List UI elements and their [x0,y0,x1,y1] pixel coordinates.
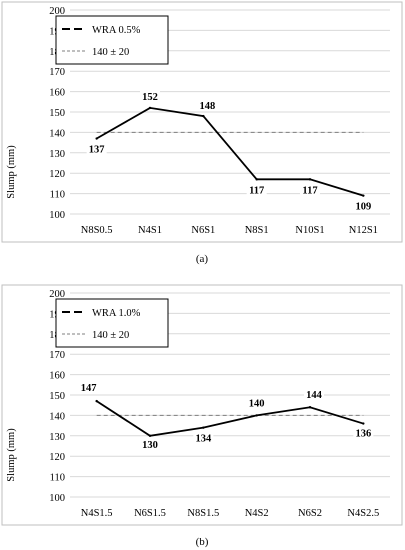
x-tick-label: N8S1.5 [187,508,219,519]
data-point [255,178,258,181]
y-tick-label: 170 [49,350,65,361]
legend-label-target: 140 ± 20 [92,330,129,341]
y-tick-label: 140 [49,411,65,422]
data-label-bg [353,200,374,212]
y-tick-label: 160 [49,88,65,99]
legend-box [55,298,169,348]
y-tick-label: 200 [49,6,65,17]
data-label: 147 [81,383,97,394]
data-label: 137 [89,145,105,156]
data-label: 130 [142,440,158,451]
data-label-bg [246,184,267,196]
data-label: 144 [306,390,323,401]
data-label-bg [353,427,374,439]
data-point [148,106,152,110]
y-axis-label: Slump (mm) [6,145,17,199]
y-tick-label: 150 [49,108,65,119]
x-tick-label: N8S0.5 [81,225,113,236]
data-point [95,399,98,403]
y-tick-label: 130 [49,149,65,160]
data-label: 152 [142,92,158,103]
data-point [95,137,98,140]
data-point [362,194,365,197]
series-line [96,400,364,437]
data-label-bg [193,432,214,444]
data-label-bg [140,90,160,102]
y-tick-label: 170 [49,67,65,78]
y-tick-label: 100 [49,493,65,504]
data-label-bg [86,143,107,155]
data-label: 117 [249,185,264,196]
x-tick-label: N6S1.5 [134,508,166,519]
data-label: 109 [355,202,371,213]
x-tick-label: N6S2 [298,508,322,519]
data-point [202,426,205,429]
data-label-bg [78,382,99,394]
x-tick-label: N4S2.5 [347,508,379,519]
y-axis-label: Slump (mm) [6,428,17,482]
y-tick-label: 110 [50,473,65,484]
chart-a: 100110120130140150160170180190200Slump (… [1,1,403,265]
data-label-bg [246,397,267,409]
chart-b: 100110120130140150160170180190200Slump (… [1,284,403,548]
y-tick-label: 200 [49,289,65,300]
data-label-bg [304,389,324,401]
y-tick-label: 160 [49,371,65,382]
data-point [202,114,205,118]
x-tick-label: N12S1 [349,225,378,236]
data-point [255,414,258,417]
x-tick-label: N8S1 [245,225,269,236]
x-tick-label: N4S2 [245,508,269,519]
data-point [308,406,312,409]
y-tick-label: 130 [49,432,65,443]
y-tick-label: 120 [49,169,65,180]
x-tick-label: N6S1 [191,225,215,236]
data-point [148,434,152,437]
x-tick-label: N4S1 [138,225,162,236]
legend-label-series: WRA 1.0% [92,308,141,319]
chart-caption: (a) [196,253,209,265]
y-tick-label: 110 [50,190,65,201]
legend-label-series: WRA 0.5% [92,25,141,36]
x-tick-label: N4S1.5 [81,508,113,519]
y-tick-label: 150 [49,391,65,402]
legend-label-target: 140 ± 20 [92,47,129,58]
data-label: 117 [302,185,317,196]
chart-caption: (b) [196,536,209,548]
x-tick-label: N10S1 [295,225,324,236]
y-tick-label: 100 [49,210,65,221]
data-label-bg [300,184,320,196]
data-label: 136 [355,429,371,440]
y-tick-label: 140 [49,128,65,139]
data-label-bg [140,438,160,450]
data-label: 148 [199,101,215,112]
data-label-bg [197,100,218,112]
data-label: 140 [249,398,265,409]
series-line [96,106,364,197]
data-point [362,422,365,425]
legend-box [55,15,169,65]
data-label: 134 [195,434,212,445]
data-point [308,178,312,181]
y-tick-label: 120 [49,452,65,463]
